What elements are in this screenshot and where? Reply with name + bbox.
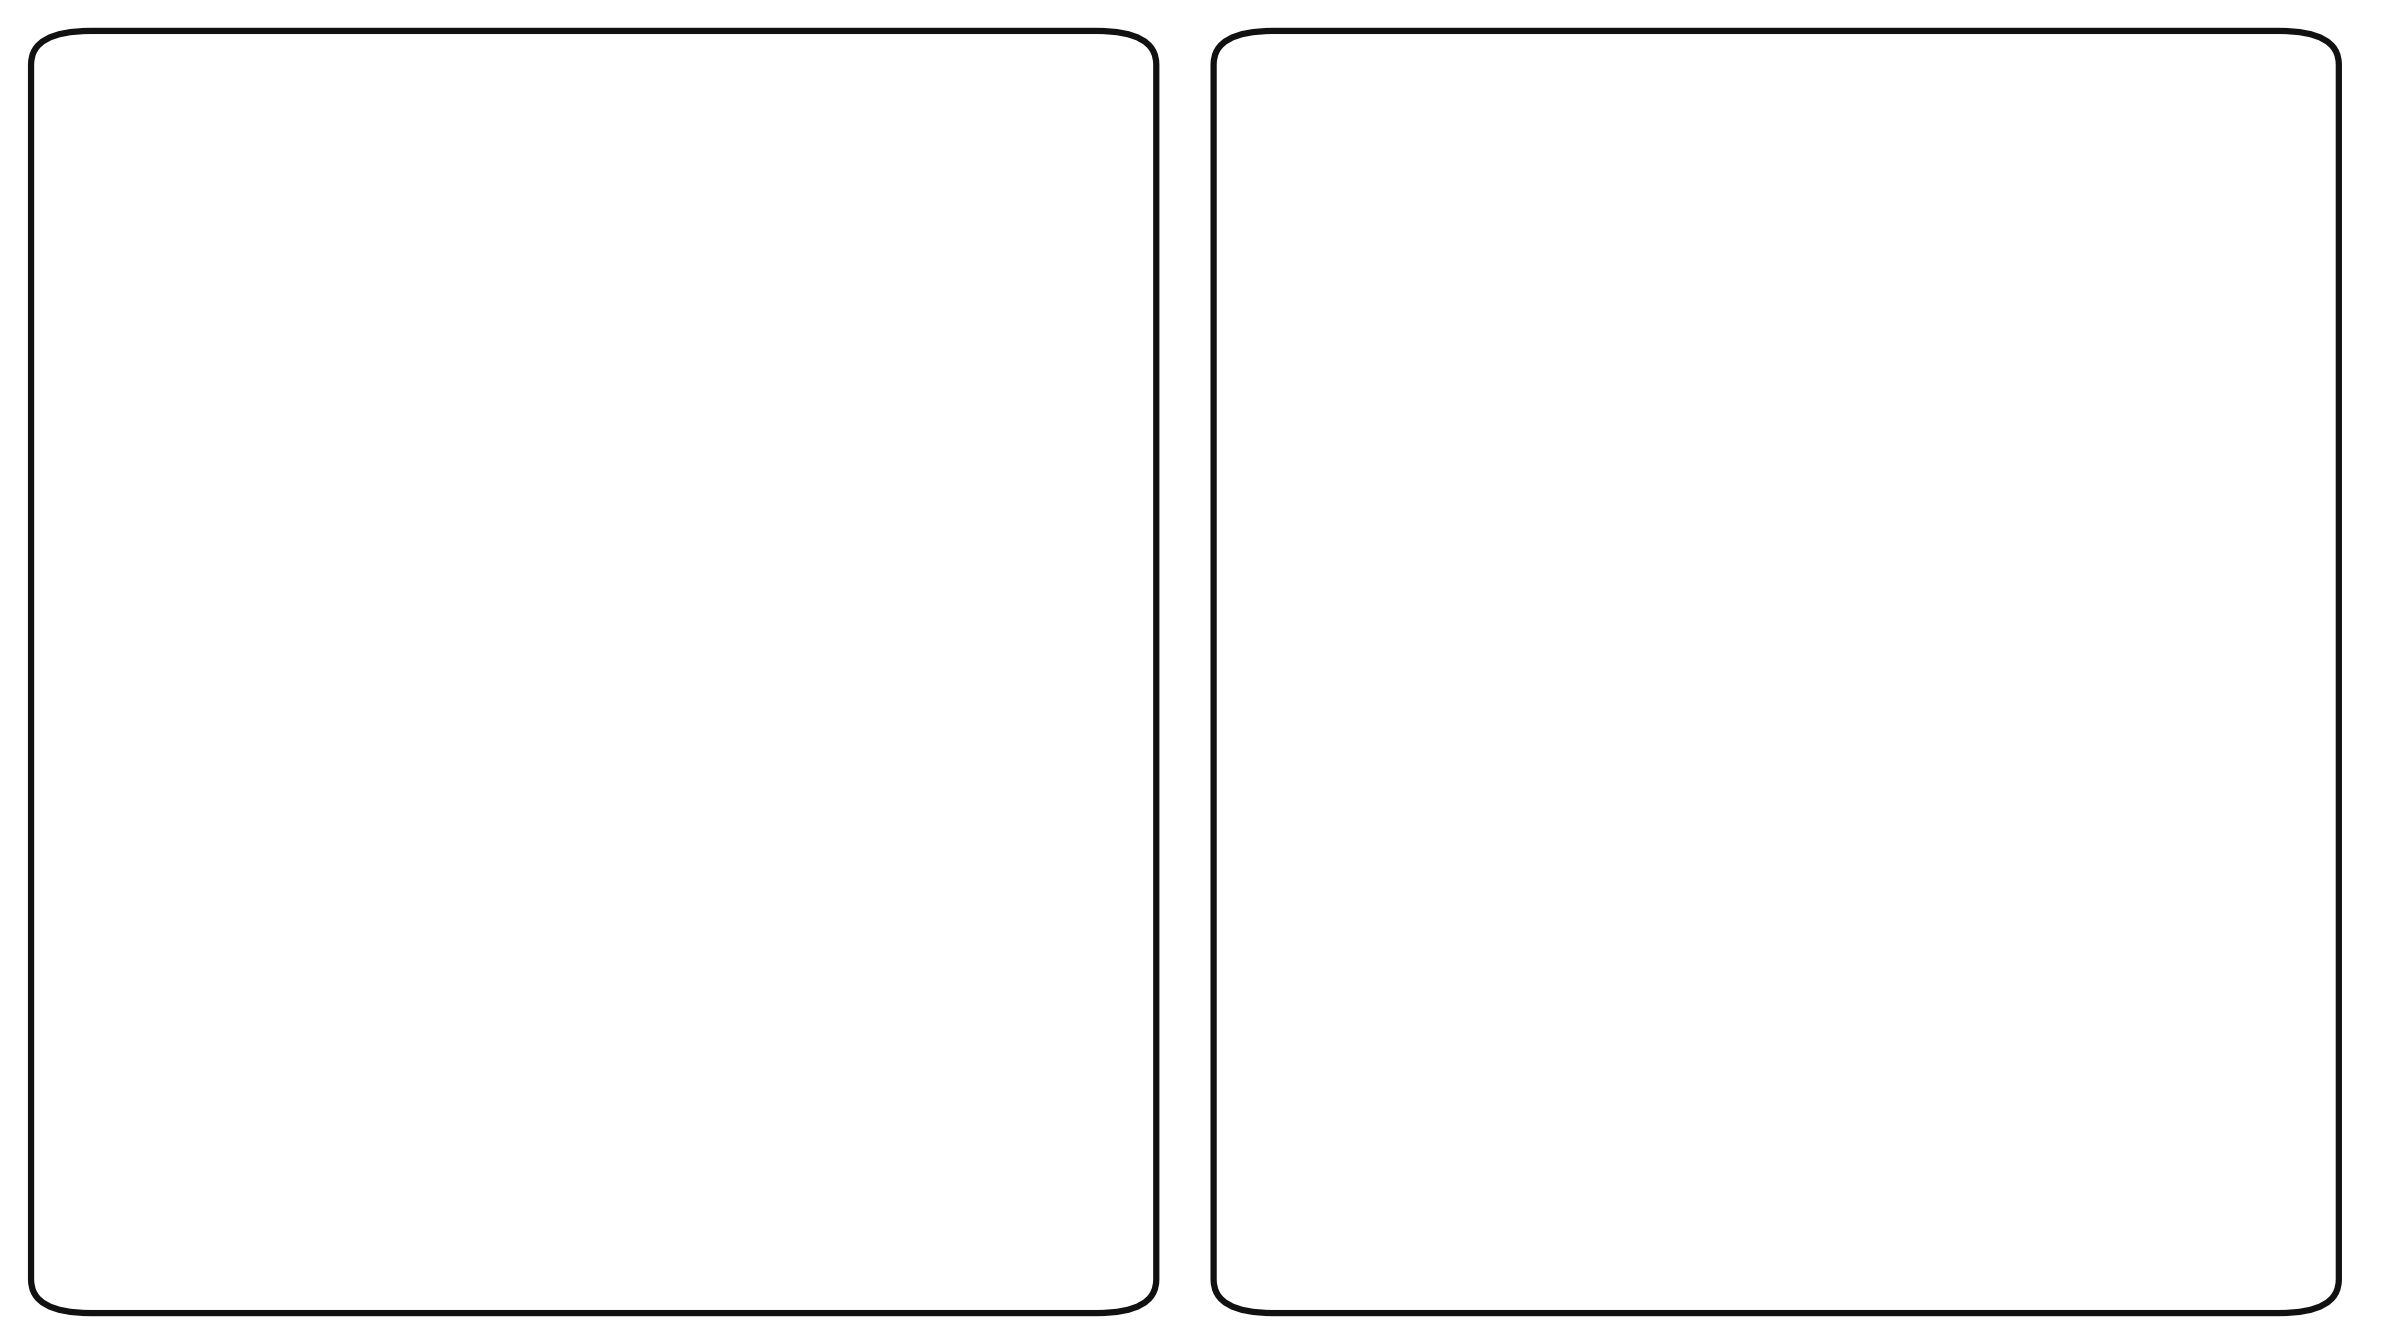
Text: $\mathbf{r}_i$: $\mathbf{r}_i$ (1536, 688, 1560, 720)
Text: $m_i$: $m_i$ (1933, 337, 1961, 362)
Polygon shape (420, 266, 979, 788)
Text: $\mathbf{v}_i$: $\mathbf{v}_i$ (1646, 97, 1677, 130)
Text: $\mathbf{r}_i$: $\mathbf{r}_i$ (382, 759, 406, 792)
FancyBboxPatch shape (1214, 31, 2339, 1313)
Text: $B$: $B$ (1801, 1044, 1823, 1074)
Text: $\mathbf{r}_i'$: $\mathbf{r}_i'$ (1911, 684, 1937, 724)
Text: $m_i$: $m_i$ (669, 505, 700, 530)
Polygon shape (1816, 276, 2124, 562)
Circle shape (1278, 1140, 1319, 1185)
Polygon shape (1682, 202, 2241, 723)
Circle shape (208, 1101, 248, 1146)
Text: $\mathbf{v}_i$: $\mathbf{v}_i$ (385, 246, 416, 278)
Polygon shape (554, 340, 862, 626)
Text: $\mathbf{r}$: $\mathbf{r}$ (1527, 1181, 1546, 1215)
Circle shape (643, 468, 729, 566)
Circle shape (1904, 301, 1990, 398)
Text: $A$: $A$ (158, 1109, 182, 1138)
Text: $A$: $A$ (1228, 1148, 1249, 1177)
Circle shape (1732, 1036, 1775, 1082)
FancyBboxPatch shape (31, 31, 1156, 1313)
